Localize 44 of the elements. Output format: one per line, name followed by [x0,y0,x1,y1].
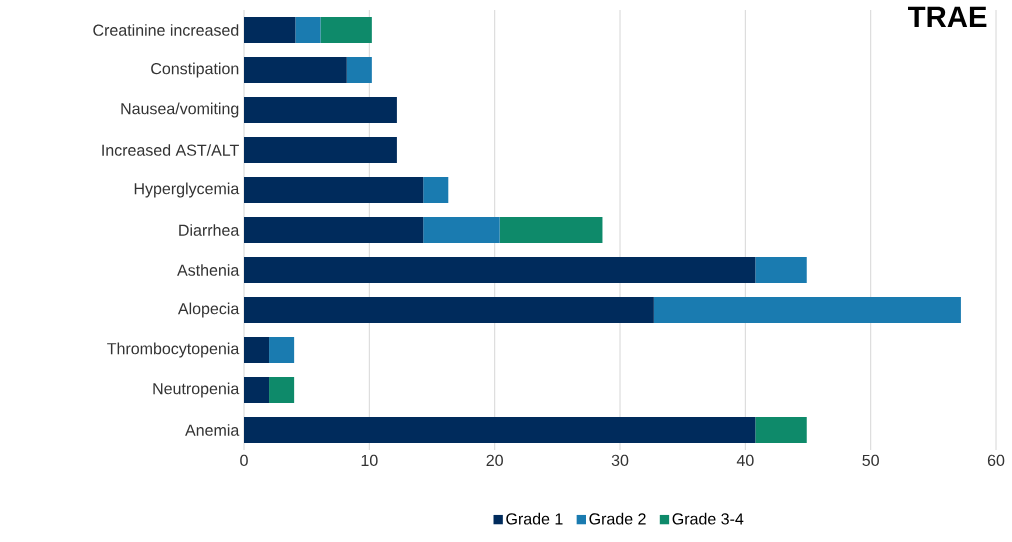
legend-label: Grade 1 [506,512,563,525]
bar [499,217,603,243]
y-tick-label: Constipation [151,62,239,78]
bar [269,337,295,363]
bar [244,377,270,404]
bar [244,57,347,83]
y-tick-label: Hyperglycemia [134,182,240,198]
x-tick-label: 50 [862,454,879,467]
y-tick-label: Alopecia [177,302,240,318]
legend-label: Grade 3-4 [672,512,744,525]
bar [244,97,397,123]
bar [244,337,270,363]
x-tick-label: 20 [486,454,503,467]
bar [423,217,500,243]
bar [295,17,321,43]
y-tick-label: Creatinine increased [93,24,239,36]
bar [653,297,961,323]
bar [244,177,424,203]
x-tick-label: 10 [361,454,378,467]
bar [346,57,372,83]
bar [755,257,807,283]
x-tick-label: 60 [987,454,1005,467]
bar [244,297,654,323]
bar [244,17,296,43]
legend-label: Grade 2 [589,512,646,525]
x-tick-label: 30 [611,454,629,467]
y-tick-label: Neutropenia [153,382,240,398]
y-tick-label: Increased AST/ALT [102,144,239,156]
y-tick-label: Nausea/vomiting [121,102,239,118]
y-tick-label: Thrombocytopenia [107,342,240,358]
bar [244,217,424,243]
bar [755,417,807,444]
bar [423,177,449,203]
bar [244,257,756,283]
bar [244,137,397,163]
bar [244,417,756,444]
x-tick-label: 40 [736,454,754,467]
y-tick-label: Diarrhea [179,224,240,236]
y-tick-label: Anemia [185,424,240,436]
x-tick-label: 0 [240,454,248,467]
chart-title: TRAE [908,6,987,27]
y-tick-label: Asthenia [177,264,240,276]
bar [320,17,372,43]
bar [269,377,295,404]
